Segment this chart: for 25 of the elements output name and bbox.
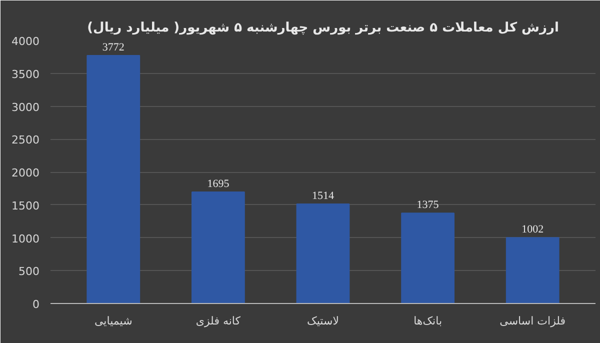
x-tick-label: فلزات اساسی	[500, 314, 566, 328]
data-label: 1695	[207, 178, 230, 190]
y-tick-label: 3000	[12, 100, 40, 114]
x-tick-label: شیمیایی	[94, 314, 132, 328]
data-label: 3772	[102, 41, 124, 54]
data-label: 1514	[312, 190, 334, 202]
y-tick-label: 2000	[12, 166, 40, 180]
bar	[401, 212, 455, 304]
bar	[191, 192, 245, 304]
bar	[506, 237, 560, 304]
y-tick-label: 1500	[12, 199, 40, 212]
y-tick-label: 0	[32, 298, 40, 311]
x-tick-label: لاستیک	[307, 314, 339, 328]
x-tick-label: بانک‌ها	[414, 314, 442, 328]
y-tick-label: 3500	[12, 68, 40, 81]
y-tick-label: 500	[18, 265, 40, 278]
chart-title: ارزش کل معاملات ۵ صنعت برتر بورس چهارشنبه ۵ شهریور( میلیارد ریال)	[87, 20, 559, 36]
bar	[296, 203, 350, 304]
x-tick-label: کانه فلزی	[196, 314, 242, 328]
y-tick-label: 1000	[12, 232, 40, 246]
y-tick-label: 4000	[12, 35, 40, 48]
bar	[86, 54, 140, 304]
y-tick-label: 2500	[12, 134, 40, 147]
data-label: 1002	[522, 224, 544, 236]
data-label: 1375	[416, 199, 440, 212]
